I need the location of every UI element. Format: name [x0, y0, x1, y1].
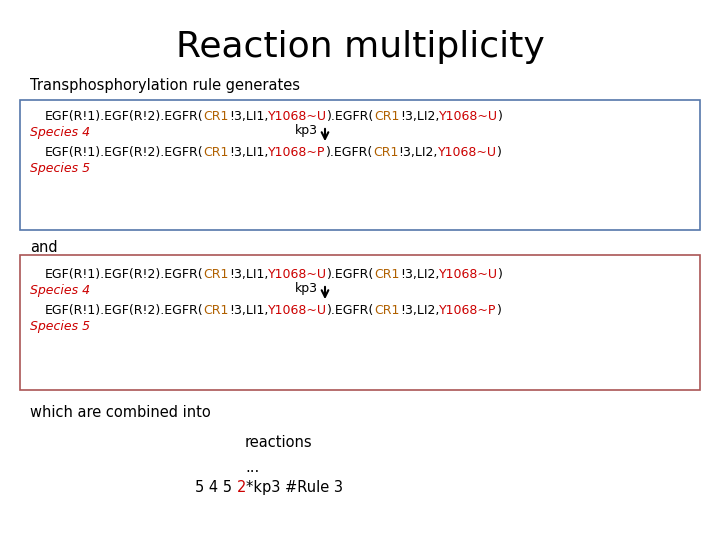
Text: Y1068~U: Y1068~U [439, 110, 498, 123]
Text: 5 4 5: 5 4 5 [195, 480, 237, 495]
Bar [20, 255, 700, 390]
Text: reactions: reactions [245, 435, 312, 450]
Text: !3,LI2,: !3,LI2, [400, 110, 439, 123]
Text: !3,LI1,: !3,LI1, [229, 268, 269, 281]
Text: !3,LI2,: !3,LI2, [400, 304, 439, 317]
Text: which are combined into: which are combined into [30, 405, 211, 420]
Text: ...: ... [245, 460, 259, 475]
Text: CR1: CR1 [204, 304, 229, 317]
Text: Y1068~U: Y1068~U [439, 268, 498, 281]
Text: *kp3 #Rule 3: *kp3 #Rule 3 [246, 480, 343, 495]
Text: !3,LI1,: !3,LI1, [229, 304, 269, 317]
Text: !3,LI2,: !3,LI2, [400, 268, 439, 281]
Text: ).EGFR(: ).EGFR( [328, 304, 374, 317]
Text: ): ) [498, 110, 503, 123]
Text: EGF(R!1).EGF(R!2).EGFR(: EGF(R!1).EGF(R!2).EGFR( [45, 304, 204, 317]
Text: Y1068~U: Y1068~U [269, 110, 328, 123]
Text: CR1: CR1 [374, 304, 400, 317]
Text: Species 5: Species 5 [30, 162, 90, 175]
Text: CR1: CR1 [373, 146, 398, 159]
Text: Species 4: Species 4 [30, 126, 90, 139]
Text: !3,LI1,: !3,LI1, [229, 110, 269, 123]
Text: Species 4: Species 4 [30, 284, 90, 297]
Text: CR1: CR1 [374, 268, 400, 281]
Text: kp3: kp3 [295, 282, 318, 295]
Text: ): ) [497, 304, 502, 317]
Text: ): ) [497, 146, 502, 159]
Text: Transphosphorylation rule generates: Transphosphorylation rule generates [30, 78, 300, 93]
Text: and: and [30, 240, 58, 255]
Text: ).EGFR(: ).EGFR( [328, 110, 374, 123]
Text: Reaction multiplicity: Reaction multiplicity [176, 30, 544, 64]
Text: ): ) [498, 268, 503, 281]
Text: CR1: CR1 [374, 110, 400, 123]
Text: Y1068~P: Y1068~P [439, 304, 497, 317]
Text: Y1068~U: Y1068~U [269, 268, 328, 281]
Bar [20, 100, 700, 230]
Text: EGF(R!1).EGF(R!2).EGFR(: EGF(R!1).EGF(R!2).EGFR( [45, 146, 204, 159]
Text: ).EGFR(: ).EGFR( [328, 268, 374, 281]
Text: Y1068~P: Y1068~P [269, 146, 325, 159]
Text: EGF(R!1).EGF(R!2).EGFR(: EGF(R!1).EGF(R!2).EGFR( [45, 268, 204, 281]
Text: CR1: CR1 [204, 110, 229, 123]
Text: ).EGFR(: ).EGFR( [325, 146, 373, 159]
Text: Y1068~U: Y1068~U [269, 304, 328, 317]
Text: Y1068~U: Y1068~U [438, 146, 497, 159]
Text: kp3: kp3 [295, 124, 318, 137]
Text: EGF(R!1).EGF(R!2).EGFR(: EGF(R!1).EGF(R!2).EGFR( [45, 110, 204, 123]
Text: !3,LI1,: !3,LI1, [229, 146, 269, 159]
Text: CR1: CR1 [204, 146, 229, 159]
Text: CR1: CR1 [204, 268, 229, 281]
Text: !3,LI2,: !3,LI2, [398, 146, 438, 159]
Text: Species 5: Species 5 [30, 320, 90, 333]
Text: 2: 2 [237, 480, 246, 495]
